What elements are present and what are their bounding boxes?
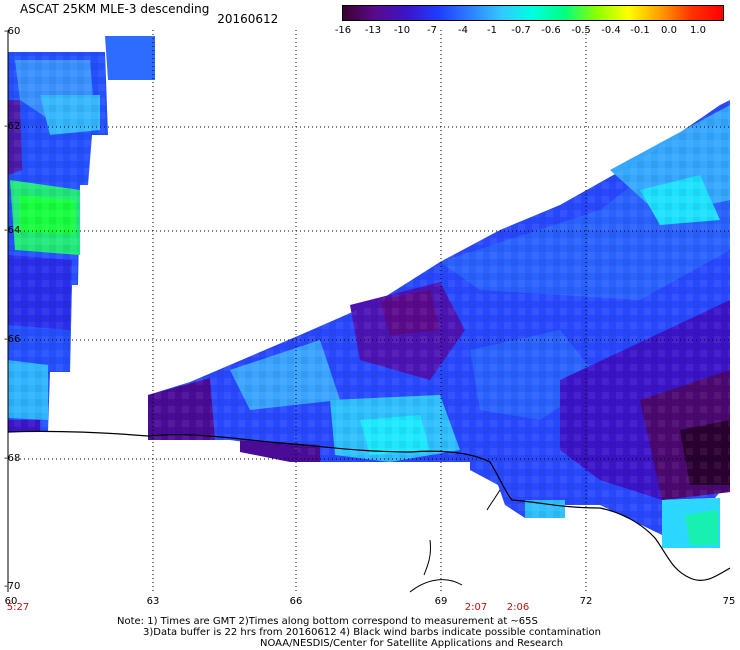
color-scale-labels: -16 -13 -10 -7 -4 -1 -0.7 -0.6 -0.5 -0.4… (320, 25, 740, 39)
footer-credit: NOAA/NESDIS/Center for Satellite Applica… (260, 638, 564, 649)
footer-note-2: 3)Data buffer is 22 hrs from 20160612 4)… (143, 627, 601, 638)
swath-left (8, 36, 155, 432)
lon-label: 60 (4, 596, 18, 607)
cb-label: -1 (487, 25, 497, 36)
cb-label: -0.5 (571, 25, 591, 36)
time-label: 5:27 (6, 602, 30, 613)
swath-main (148, 100, 730, 548)
cb-label: -0.4 (601, 25, 621, 36)
lon-label: 69 (434, 596, 448, 607)
lon-label: 72 (579, 596, 593, 607)
cb-label: 1.0 (690, 25, 706, 36)
footer-note-1: Note: 1) Times are GMT 2)Times along bot… (117, 616, 538, 627)
graticule (8, 30, 730, 592)
time-label: 2:06 (506, 602, 530, 613)
lat-label: -70 (4, 581, 21, 592)
map-title: ASCAT 25KM MLE-3 descending 20160612 (20, 2, 278, 26)
lon-label: 63 (146, 596, 160, 607)
lat-label: -60 (4, 26, 21, 37)
cb-label: -16 (334, 25, 352, 36)
coastline (7, 430, 731, 581)
lat-label: -66 (4, 334, 21, 345)
lon-label: 66 (289, 596, 303, 607)
lat-label: -62 (4, 121, 21, 132)
time-label: 2:07 (464, 602, 488, 613)
cb-label: -0.7 (511, 25, 531, 36)
lon-label: 75 (722, 596, 736, 607)
lat-label: -64 (4, 225, 21, 236)
title-text: ASCAT 25KM MLE-3 descending (20, 2, 210, 16)
cb-label: -4 (458, 25, 468, 36)
lat-label: -68 (4, 453, 21, 464)
cb-label: -13 (364, 25, 382, 36)
cb-label: -0.6 (541, 25, 561, 36)
cb-label: -0.1 (630, 25, 650, 36)
color-scale-bar (342, 5, 724, 21)
title-date: 20160612 (217, 12, 279, 26)
cb-label: -7 (427, 25, 437, 36)
cb-label: 0.0 (661, 25, 677, 36)
cb-label: -10 (393, 25, 411, 36)
